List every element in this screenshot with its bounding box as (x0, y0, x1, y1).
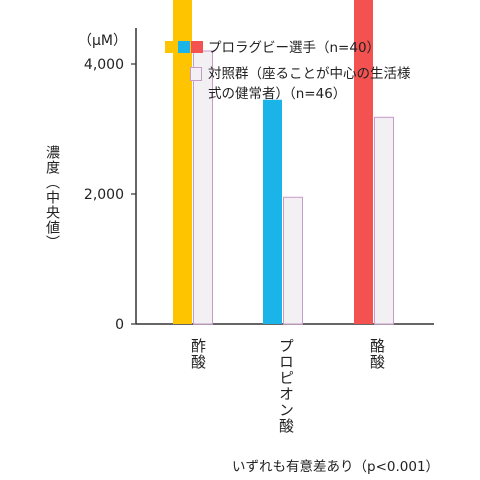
bar-athletes-propionic (263, 99, 282, 324)
y-tick-label: 0 (115, 317, 124, 333)
bar-control-acetic (193, 50, 213, 325)
bar-athletes-acetic (173, 0, 192, 324)
legend-label-control: 対照群（座ることが中心の生活様式の健常者）（n=46） (208, 66, 411, 102)
y-tick-label: 2,000 (84, 187, 124, 203)
legend-swatch-blue (178, 41, 190, 53)
bar-control-propionic (283, 196, 303, 325)
legend-swatch-yellow (165, 41, 177, 53)
y-axis-label: 濃度（中央値） (44, 145, 60, 250)
unit-label: （μM） (78, 33, 127, 49)
bar-control-butyric (374, 116, 394, 325)
category-label-acetic: 酢酸 (189, 338, 207, 370)
category-label-propionic: プロピオン酸 (277, 338, 295, 434)
legend-label-athletes: プロラグビー選手（n=40） (208, 40, 381, 56)
bar-athletes-butyric (354, 0, 373, 324)
significance-note: いずれも有意差あり（p<0.001） (232, 459, 440, 475)
y-tick-label: 4,000 (84, 57, 124, 73)
legend-swatch-control (190, 67, 202, 81)
category-label-butyric: 酪酸 (368, 338, 386, 370)
legend-swatch-red (191, 41, 203, 53)
